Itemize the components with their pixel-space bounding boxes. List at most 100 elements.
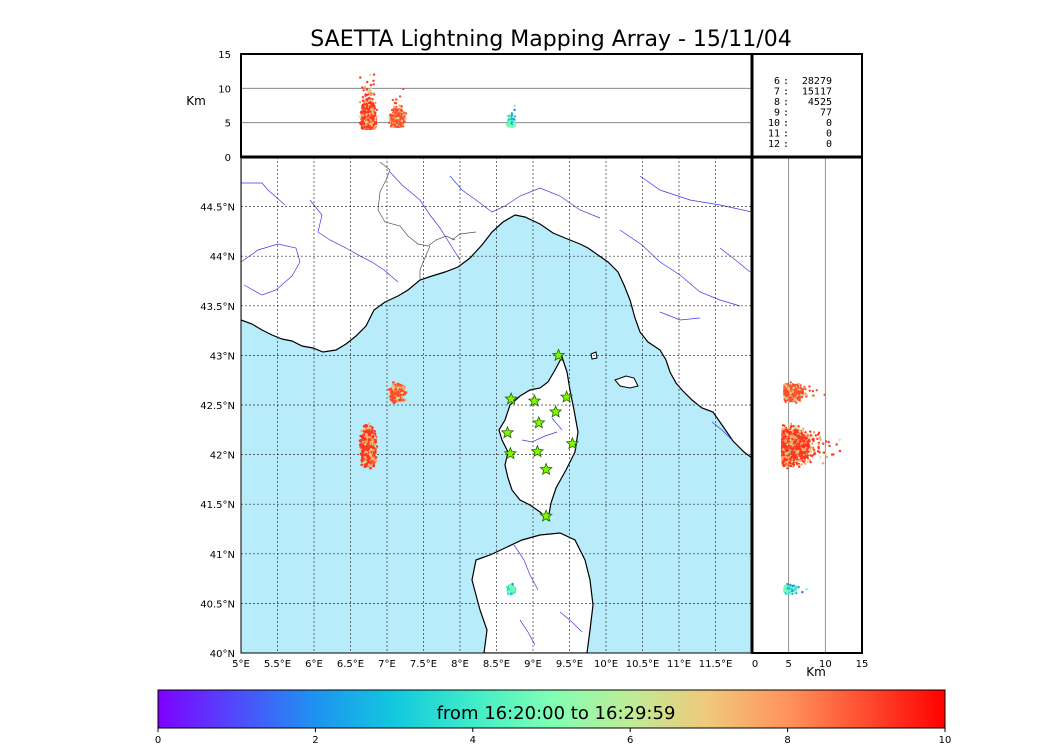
lightning-point-altlat: [808, 430, 812, 433]
lightning-point-altlon: [375, 115, 378, 119]
lightning-point-altlon: [368, 125, 371, 128]
lightning-point-altlat: [801, 427, 805, 430]
lightning-point-map: [364, 452, 368, 456]
lightning-point-altlon: [368, 112, 371, 116]
lightning-point-map: [359, 434, 363, 438]
lightning-point-map: [358, 449, 362, 452]
lightning-point-map: [364, 424, 368, 427]
lightning-point-map: [370, 455, 373, 459]
lightning-point-map: [511, 587, 515, 591]
lightning-point-altlat: [814, 434, 818, 437]
lightning-point-altlon: [362, 124, 365, 127]
lightning-point-altlon: [396, 117, 400, 120]
lightning-point-altlat: [811, 442, 814, 445]
lightning-point-altlon: [362, 89, 365, 92]
lightning-point-altlon: [399, 106, 402, 110]
lightning-point-altlon: [369, 89, 372, 92]
lightning-point-altlon: [510, 118, 513, 121]
lightning-point-altlon: [365, 125, 369, 128]
lightning-point-map: [388, 393, 391, 396]
lightning-point-altlat: [824, 440, 828, 443]
lightning-point-altlon: [369, 116, 372, 119]
sardinia-island: [471, 532, 594, 653]
lightning-point-map: [368, 431, 371, 434]
lightning-point-map: [360, 452, 364, 456]
lightning-point-map: [401, 385, 405, 389]
lightning-point-map: [363, 427, 366, 431]
lightning-point-altlon: [509, 124, 513, 127]
lightning-point-altlon: [400, 114, 403, 118]
lightning-point-altlat: [800, 463, 803, 466]
lightning-point-altlat: [838, 438, 841, 441]
lightning-point-altlon: [374, 101, 377, 105]
lightning-point-altlon: [365, 105, 369, 109]
lightning-point-altlat: [821, 462, 825, 465]
altitude-lat-panel: [752, 157, 862, 653]
lightning-point-map: [365, 440, 368, 444]
lightning-point-altlon: [400, 112, 403, 116]
lightning-point-map: [373, 442, 377, 446]
lightning-point-altlon: [509, 116, 512, 119]
lightning-point-altlon: [388, 117, 391, 120]
lightning-point-altlon: [512, 120, 516, 123]
lightning-point-altlon: [396, 112, 399, 116]
lightning-point-altlat: [794, 424, 797, 428]
lightning-point-altlon: [361, 113, 364, 116]
lightning-point-map: [393, 396, 396, 399]
lightning-point-altlon: [363, 104, 367, 108]
lightning-point-altlon: [362, 126, 366, 129]
lightning-point-altlon: [358, 101, 362, 104]
lightning-point-altlon: [510, 120, 514, 124]
lightning-point-altlon: [373, 105, 376, 108]
lightning-point-altlon: [394, 98, 398, 101]
lightning-point-altlon: [361, 104, 365, 107]
lightning-point-map: [400, 391, 404, 395]
lightning-point-map: [372, 452, 376, 455]
lightning-point-altlon: [398, 104, 401, 107]
lightning-point-altlon: [363, 110, 366, 113]
lightning-point-altlon: [366, 99, 369, 102]
lightning-point-altlon: [369, 101, 372, 104]
lightning-point-map: [366, 426, 370, 430]
lightning-point-altlon: [393, 101, 396, 105]
lightning-point-altlon: [368, 73, 372, 77]
altitude-lon-points: [358, 73, 517, 130]
lightning-point-altlon: [372, 73, 376, 76]
lightning-point-altlon: [398, 95, 402, 98]
lightning-point-map: [363, 455, 367, 459]
lightning-point-map: [372, 463, 375, 466]
lightning-point-map: [370, 460, 374, 463]
lightning-point-map: [362, 430, 366, 433]
lightning-point-map: [399, 398, 403, 402]
lightning-point-altlon: [393, 120, 396, 123]
lightning-point-altlon: [367, 91, 370, 95]
lightning-point-altlon: [370, 120, 373, 124]
lightning-point-altlon: [370, 104, 373, 108]
lightning-point-altlat: [812, 431, 816, 434]
lightning-point-altlon: [363, 99, 367, 102]
lightning-point-altlon: [392, 105, 396, 109]
lightning-point-altlon: [366, 80, 369, 84]
lightning-point-altlon: [395, 119, 398, 122]
lightning-point-map: [369, 466, 372, 470]
lightning-point-altlon: [363, 85, 367, 89]
lightning-point-altlon: [369, 93, 372, 96]
lightning-point-altlon: [372, 79, 375, 83]
rivers: [241, 171, 752, 646]
lightning-point-altlon: [404, 112, 408, 115]
lightning-point-map: [372, 454, 375, 457]
lightning-point-altlon: [369, 108, 373, 111]
elba-island: [614, 375, 639, 389]
lightning-point-altlon: [513, 115, 517, 118]
lightning-point-map: [364, 460, 368, 463]
lightning-point-altlon: [391, 117, 395, 121]
lightning-point-altlon: [513, 104, 516, 108]
lightning-point-map: [508, 584, 512, 587]
lightning-point-altlon: [371, 98, 374, 101]
lightning-point-altlon: [370, 86, 373, 90]
lightning-point-map: [365, 434, 368, 438]
lightning-point-map: [510, 592, 513, 596]
lightning-point-altlon: [507, 118, 510, 122]
lightning-point-map: [368, 452, 372, 456]
lightning-point-altlon: [369, 118, 372, 122]
